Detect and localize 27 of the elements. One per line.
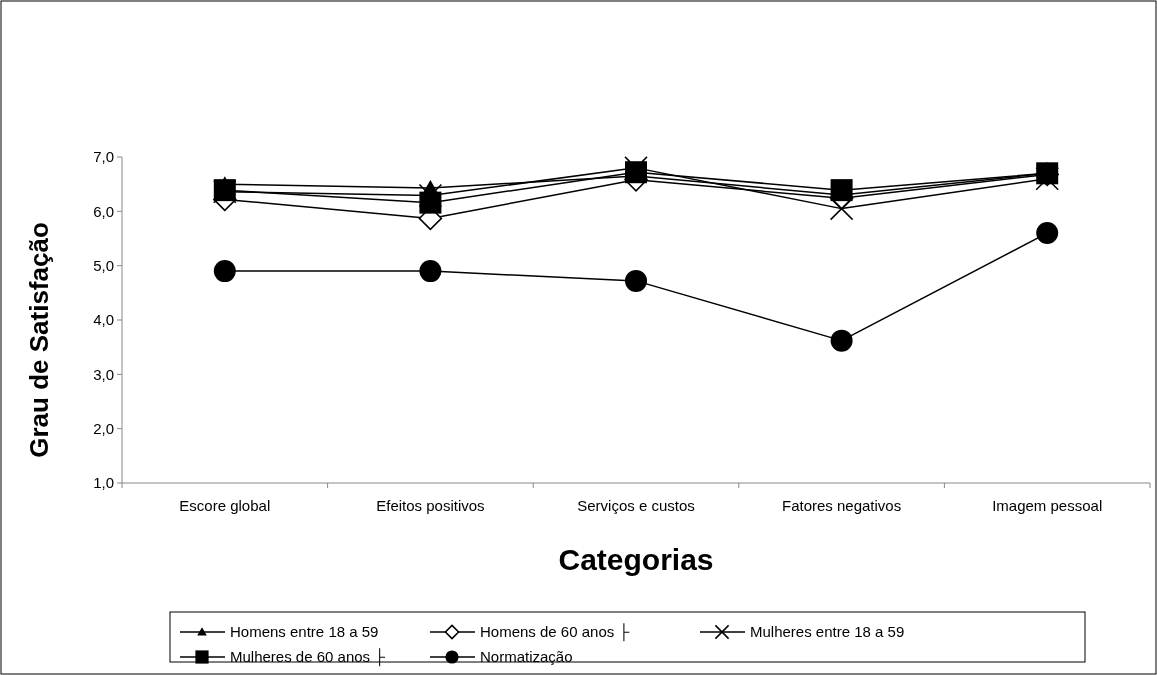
x-tick-label: Serviços e custos <box>577 497 695 514</box>
point <box>213 260 236 283</box>
point <box>830 179 853 202</box>
legend-label: Mulheres entre 18 a 59 <box>750 623 905 641</box>
y-tick-label: 6,0 <box>93 202 114 220</box>
y-axis-title: Grau de Satisfação <box>24 222 54 458</box>
point <box>830 329 853 352</box>
x-tick-label: Fatores negativos <box>781 497 902 514</box>
y-tick-label: 1,0 <box>93 474 114 492</box>
y-tick-label: 3,0 <box>93 365 114 383</box>
x-tick-label: Escore global <box>179 497 271 514</box>
legend-label: Homens de 60 anos ├ <box>480 623 630 643</box>
x-axis-title: Categorias <box>558 543 714 576</box>
point <box>625 161 647 184</box>
point <box>419 191 442 214</box>
x-tick-label: Efeitos positivos <box>376 497 485 514</box>
legend-label: Homens entre 18 a 59 <box>230 623 379 641</box>
point <box>625 269 647 292</box>
point <box>1036 222 1059 245</box>
y-tick-label: 5,0 <box>93 256 114 274</box>
point <box>419 260 442 283</box>
y-tick-label: 4,0 <box>93 311 114 329</box>
legend-label: Mulheres de 60 anos ├ <box>230 648 386 668</box>
y-tick-label: 2,0 <box>93 419 114 437</box>
y-tick-label: 7,0 <box>93 148 114 166</box>
legend-label: Normatização <box>480 648 573 666</box>
x-tick-label: Imagem pessoal <box>992 497 1103 514</box>
